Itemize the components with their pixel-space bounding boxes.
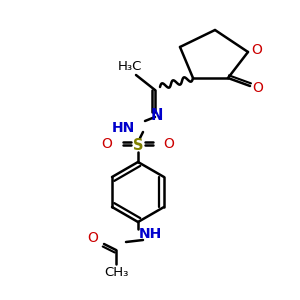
Text: O: O [102,137,112,151]
Text: N: N [151,109,163,124]
Text: O: O [252,43,262,57]
Text: H₃C: H₃C [118,61,142,74]
Text: O: O [164,137,174,151]
Text: CH₃: CH₃ [104,266,128,280]
Text: HN: HN [112,121,135,135]
Text: NH: NH [138,227,162,241]
Text: S: S [133,137,143,152]
Text: O: O [88,231,98,245]
Text: O: O [253,81,263,95]
